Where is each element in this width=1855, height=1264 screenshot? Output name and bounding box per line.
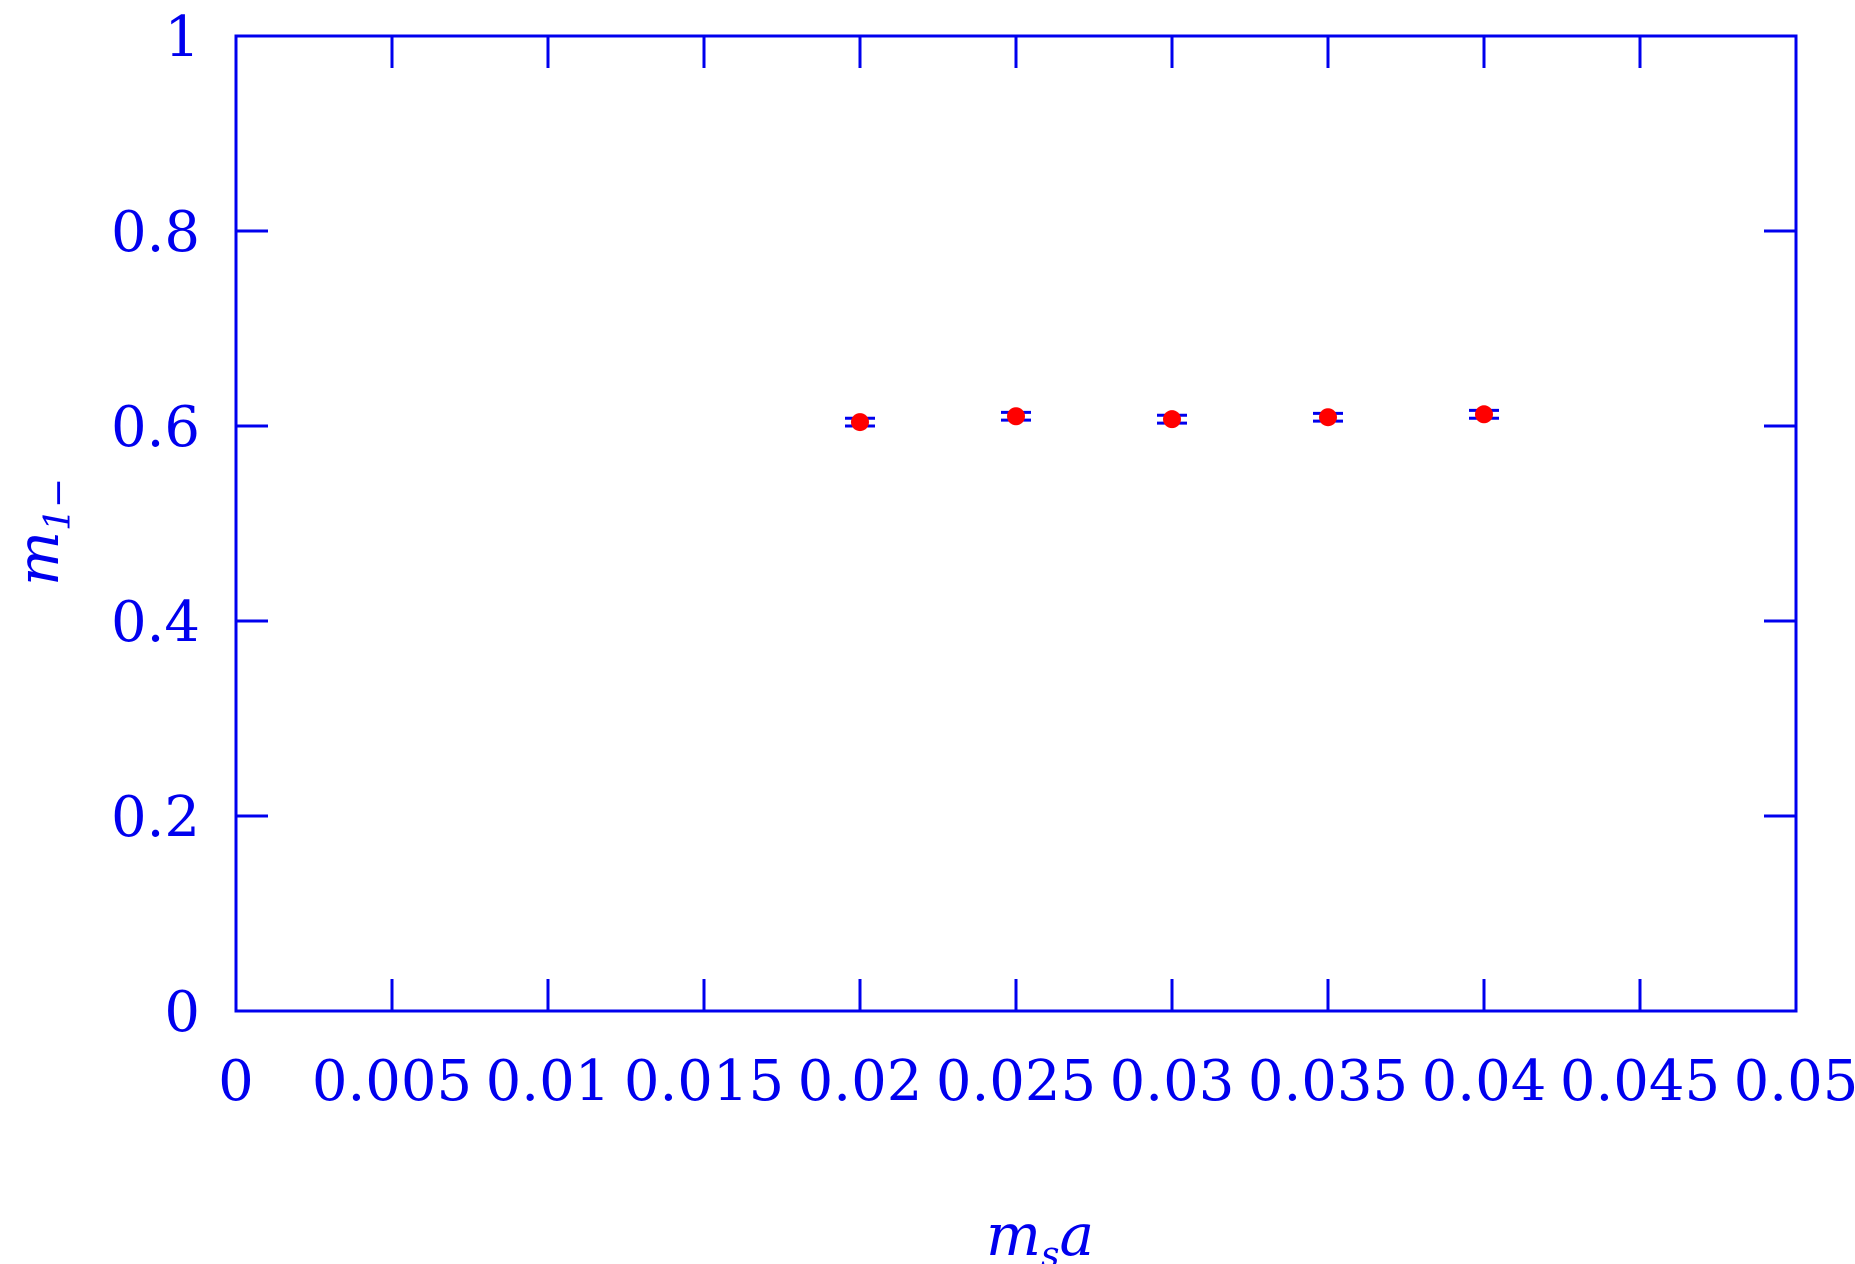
data-point	[1469, 405, 1499, 424]
x-tick-label: 0.035	[1248, 1049, 1408, 1114]
point-marker	[1475, 405, 1493, 424]
x-axis-label: msa	[986, 1201, 1094, 1264]
y-axis-label: m1−	[4, 478, 79, 586]
point-marker	[1007, 407, 1025, 426]
plot-area-border	[234, 34, 1798, 1013]
y-tick-label: 1	[164, 5, 200, 70]
y-axis-label-sub: 1−	[38, 478, 79, 531]
x-tick-label: 0.025	[936, 1049, 1096, 1114]
y-tick-label: 0.4	[111, 590, 200, 655]
y-axis-label-main: m	[4, 531, 72, 586]
y-tick-labels: 0 0.2 0.4 0.6 0.8 1	[111, 5, 200, 1045]
y-tick-label: 0	[164, 980, 200, 1045]
x-tick-label: 0.015	[624, 1049, 784, 1114]
x-tick-label: 0	[218, 1049, 254, 1114]
point-marker	[1319, 408, 1337, 427]
x-tick-labels: 0 0.005 0.01 0.015 0.02 0.025 0.03 0.035 0.04 0.0…	[218, 1049, 1855, 1114]
x-tick-label: 0.01	[486, 1049, 611, 1114]
y-tick-label: 0.6	[111, 395, 200, 460]
data-point	[1313, 408, 1343, 427]
x-tick-label: 0.045	[1560, 1049, 1720, 1114]
x-axis-label-main: m	[986, 1201, 1041, 1264]
x-tick-label: 0.05	[1734, 1049, 1855, 1114]
point-marker	[851, 413, 869, 432]
data-points	[845, 405, 1499, 432]
x-tick-label: 0.03	[1110, 1049, 1235, 1114]
axis-ticks	[234, 34, 1798, 1013]
point-marker	[1163, 410, 1181, 429]
y-tick-label: 0.2	[111, 785, 200, 850]
x-axis-label-rest: a	[1059, 1201, 1094, 1264]
data-point	[1157, 410, 1187, 429]
data-point	[845, 413, 875, 432]
x-tick-label: 0.02	[798, 1049, 923, 1114]
plot-frame	[234, 34, 1798, 1013]
data-point	[1001, 407, 1031, 426]
x-tick-label: 0.005	[312, 1049, 472, 1114]
y-tick-label: 0.8	[111, 200, 200, 265]
x-tick-label: 0.04	[1422, 1049, 1547, 1114]
x-axis-label-sub: s	[1041, 1235, 1059, 1264]
